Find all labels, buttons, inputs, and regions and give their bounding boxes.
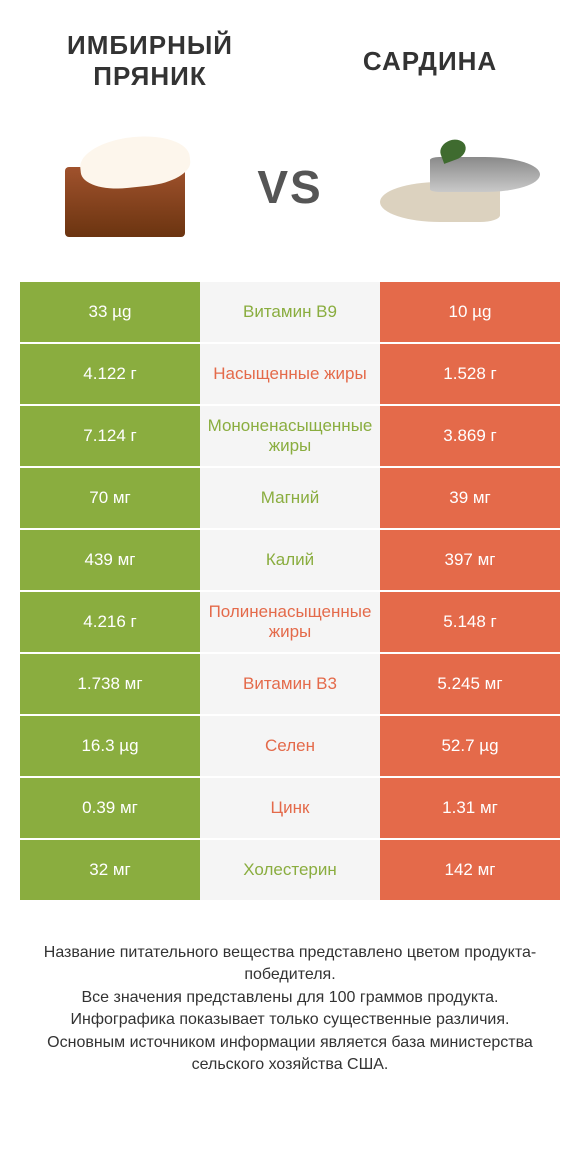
cell-nutrient-name: Селен (200, 716, 380, 776)
cell-right-value: 3.869 г (380, 406, 560, 466)
table-row: 33 µgВитамин B910 µg (20, 282, 560, 344)
vs-label: VS (257, 160, 322, 214)
cell-left-value: 16.3 µg (20, 716, 200, 776)
footer-line: Все значения представлены для 100 граммо… (20, 987, 560, 1009)
cell-nutrient-name: Магний (200, 468, 380, 528)
cell-nutrient-name: Цинк (200, 778, 380, 838)
footer-line: Основным источником информации является … (20, 1032, 560, 1077)
cell-nutrient-name: Витамин B3 (200, 654, 380, 714)
cell-nutrient-name: Холестерин (200, 840, 380, 900)
cell-left-value: 32 мг (20, 840, 200, 900)
cell-right-value: 5.148 г (380, 592, 560, 652)
cell-left-value: 70 мг (20, 468, 200, 528)
product-left-title: ИМБИРНЫЙ ПРЯНИК (40, 30, 260, 92)
cell-right-value: 10 µg (380, 282, 560, 342)
cell-right-value: 142 мг (380, 840, 560, 900)
cell-left-value: 7.124 г (20, 406, 200, 466)
cell-right-value: 5.245 мг (380, 654, 560, 714)
table-row: 16.3 µgСелен52.7 µg (20, 716, 560, 778)
cell-nutrient-name: Насыщенные жиры (200, 344, 380, 404)
table-row: 1.738 мгВитамин B35.245 мг (20, 654, 560, 716)
table-row: 0.39 мгЦинк1.31 мг (20, 778, 560, 840)
footer-line: Название питательного вещества представл… (20, 942, 560, 987)
cell-left-value: 4.216 г (20, 592, 200, 652)
cell-left-value: 33 µg (20, 282, 200, 342)
table-row: 439 мгКалий397 мг (20, 530, 560, 592)
cell-right-value: 52.7 µg (380, 716, 560, 776)
cell-right-value: 1.31 мг (380, 778, 560, 838)
cell-right-value: 1.528 г (380, 344, 560, 404)
cell-nutrient-name: Калий (200, 530, 380, 590)
header: ИМБИРНЫЙ ПРЯНИК САРДИНА (0, 0, 580, 102)
table-row: 7.124 гМононенасыщенные жиры3.869 г (20, 406, 560, 468)
cell-left-value: 4.122 г (20, 344, 200, 404)
cell-right-value: 397 мг (380, 530, 560, 590)
cell-right-value: 39 мг (380, 468, 560, 528)
table-row: 70 мгМагний39 мг (20, 468, 560, 530)
table-row: 4.216 гПолиненасыщенные жиры5.148 г (20, 592, 560, 654)
cell-left-value: 1.738 мг (20, 654, 200, 714)
table-row: 32 мгХолестерин142 мг (20, 840, 560, 902)
product-left-image (25, 112, 225, 262)
product-right-title: САРДИНА (320, 46, 540, 77)
comparison-table: 33 µgВитамин B910 µg4.122 гНасыщенные жи… (20, 282, 560, 902)
cell-left-value: 439 мг (20, 530, 200, 590)
cell-nutrient-name: Мононенасыщенные жиры (200, 406, 380, 466)
cell-left-value: 0.39 мг (20, 778, 200, 838)
footer-line: Инфографика показывает только существенн… (20, 1009, 560, 1031)
product-right-image (355, 112, 555, 262)
footer-notes: Название питательного вещества представл… (20, 942, 560, 1076)
cell-nutrient-name: Полиненасыщенные жиры (200, 592, 380, 652)
images-row: VS (0, 102, 580, 282)
cell-nutrient-name: Витамин B9 (200, 282, 380, 342)
table-row: 4.122 гНасыщенные жиры1.528 г (20, 344, 560, 406)
